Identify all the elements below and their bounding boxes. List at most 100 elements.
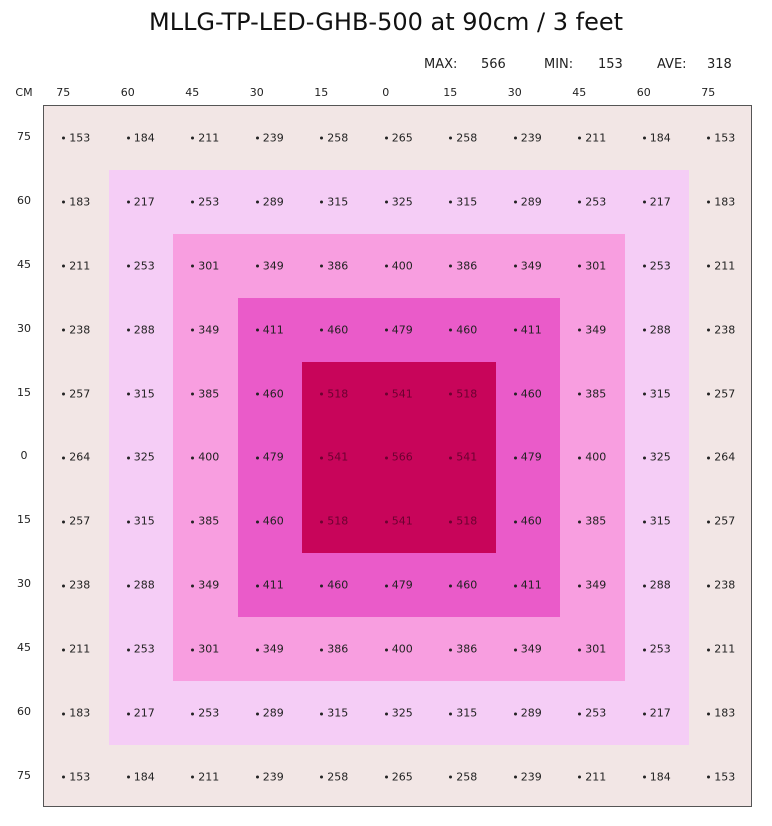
point-marker-icon (126, 392, 130, 396)
point-marker-icon (384, 775, 388, 779)
point-marker-icon (191, 584, 195, 588)
heatmap-cell-value: 184 (642, 770, 671, 783)
heatmap-cell-value: 460 (513, 387, 542, 400)
heatmap-cell-value: 479 (255, 451, 284, 464)
point-marker-icon (707, 520, 711, 524)
point-marker-icon (384, 136, 388, 140)
point-marker-icon (642, 584, 646, 588)
heatmap-cell-value: 238 (707, 323, 735, 336)
heatmap-cell-value: 184 (126, 770, 155, 783)
heatmap-cell-value: 289 (513, 707, 542, 720)
heatmap-cell-value: 211 (62, 643, 90, 656)
heatmap-cell-value: 217 (126, 707, 155, 720)
point-marker-icon (62, 328, 66, 332)
point-marker-icon (513, 775, 517, 779)
heatmap-cell-value: 411 (513, 579, 542, 592)
heatmap-cell-value: 349 (578, 323, 606, 336)
point-marker-icon (255, 584, 259, 588)
heatmap-cell-value: 385 (191, 387, 219, 400)
heatmap-cell-value: 184 (642, 131, 671, 144)
point-marker-icon (191, 456, 195, 460)
heatmap-cell-value: 183 (707, 195, 735, 208)
y-tick-label: 45 (17, 257, 31, 271)
max-label: MAX: (424, 57, 458, 72)
point-marker-icon (642, 775, 646, 779)
point-marker-icon (578, 712, 582, 716)
point-marker-icon (320, 775, 324, 779)
point-marker-icon (384, 456, 388, 460)
heatmap-cell-value: 566 (384, 451, 413, 464)
heatmap-cell-value: 258 (449, 131, 477, 144)
heatmap-cell-value: 460 (449, 579, 477, 592)
point-marker-icon (513, 328, 517, 332)
heatmap-cell-value: 217 (642, 195, 671, 208)
point-marker-icon (578, 520, 582, 524)
heatmap-cell-value: 315 (126, 515, 155, 528)
heatmap-cell-value: 265 (384, 131, 413, 144)
point-marker-icon (449, 328, 453, 332)
heatmap-cell-value: 239 (255, 131, 284, 144)
point-marker-icon (642, 136, 646, 140)
x-tick-label: 75 (56, 86, 71, 99)
heatmap-cell-value: 258 (320, 770, 348, 783)
heatmap-cell-value: 211 (578, 770, 606, 783)
point-marker-icon (126, 328, 130, 332)
y-tick-label: 30 (17, 321, 31, 335)
max-value: 566 (481, 57, 506, 72)
heatmap-cell-value: 349 (255, 643, 284, 656)
point-marker-icon (191, 392, 195, 396)
heatmap-cell-value: 238 (62, 579, 90, 592)
heatmap-cell-value: 349 (513, 643, 542, 656)
heatmap-cell-value: 301 (578, 259, 606, 272)
point-marker-icon (642, 648, 646, 652)
heatmap-cell-value: 315 (126, 387, 155, 400)
point-marker-icon (255, 648, 259, 652)
heatmap-cell-value: 239 (513, 770, 542, 783)
heatmap-cell-value: 211 (707, 259, 735, 272)
heatmap-cell-value: 211 (191, 131, 219, 144)
heatmap-cell-value: 211 (191, 770, 219, 783)
point-marker-icon (642, 328, 646, 332)
heatmap-cell-value: 153 (62, 131, 90, 144)
heatmap-cell-value: 315 (320, 195, 348, 208)
heatmap-cell-value: 460 (513, 515, 542, 528)
heatmap-cell-value: 411 (255, 323, 284, 336)
heatmap-cell-value: 518 (320, 515, 348, 528)
point-marker-icon (384, 648, 388, 652)
point-marker-icon (513, 584, 517, 588)
heatmap-cell-value: 288 (126, 579, 155, 592)
point-marker-icon (126, 200, 130, 204)
heatmap-cell-value: 541 (449, 451, 477, 464)
point-marker-icon (384, 264, 388, 268)
point-marker-icon (320, 648, 324, 652)
point-marker-icon (126, 520, 130, 524)
heatmap-cell-value: 264 (62, 451, 90, 464)
point-marker-icon (320, 136, 324, 140)
heatmap-cell-value: 349 (578, 579, 606, 592)
heatmap-cell-value: 301 (191, 259, 219, 272)
point-marker-icon (449, 584, 453, 588)
point-marker-icon (320, 264, 324, 268)
heatmap-cell-value: 460 (255, 515, 284, 528)
x-tick-label: 45 (185, 86, 200, 99)
point-marker-icon (126, 775, 130, 779)
point-marker-icon (320, 200, 324, 204)
point-marker-icon (62, 200, 66, 204)
point-marker-icon (513, 648, 517, 652)
y-tick-label: 15 (17, 385, 31, 399)
point-marker-icon (513, 712, 517, 716)
point-marker-icon (126, 648, 130, 652)
point-marker-icon (126, 264, 130, 268)
heatmap-cell-value: 211 (62, 259, 90, 272)
heatmap-cell-value: 238 (707, 579, 735, 592)
y-tick-label: 0 (20, 449, 28, 463)
heatmap-cell-value: 301 (191, 643, 219, 656)
point-marker-icon (62, 392, 66, 396)
point-marker-icon (255, 775, 259, 779)
point-marker-icon (642, 712, 646, 716)
heatmap-cell-value: 288 (642, 579, 671, 592)
heatmap-cell-value: 386 (320, 643, 348, 656)
heatmap-cell-value: 257 (707, 515, 735, 528)
point-marker-icon (707, 775, 711, 779)
point-marker-icon (578, 775, 582, 779)
